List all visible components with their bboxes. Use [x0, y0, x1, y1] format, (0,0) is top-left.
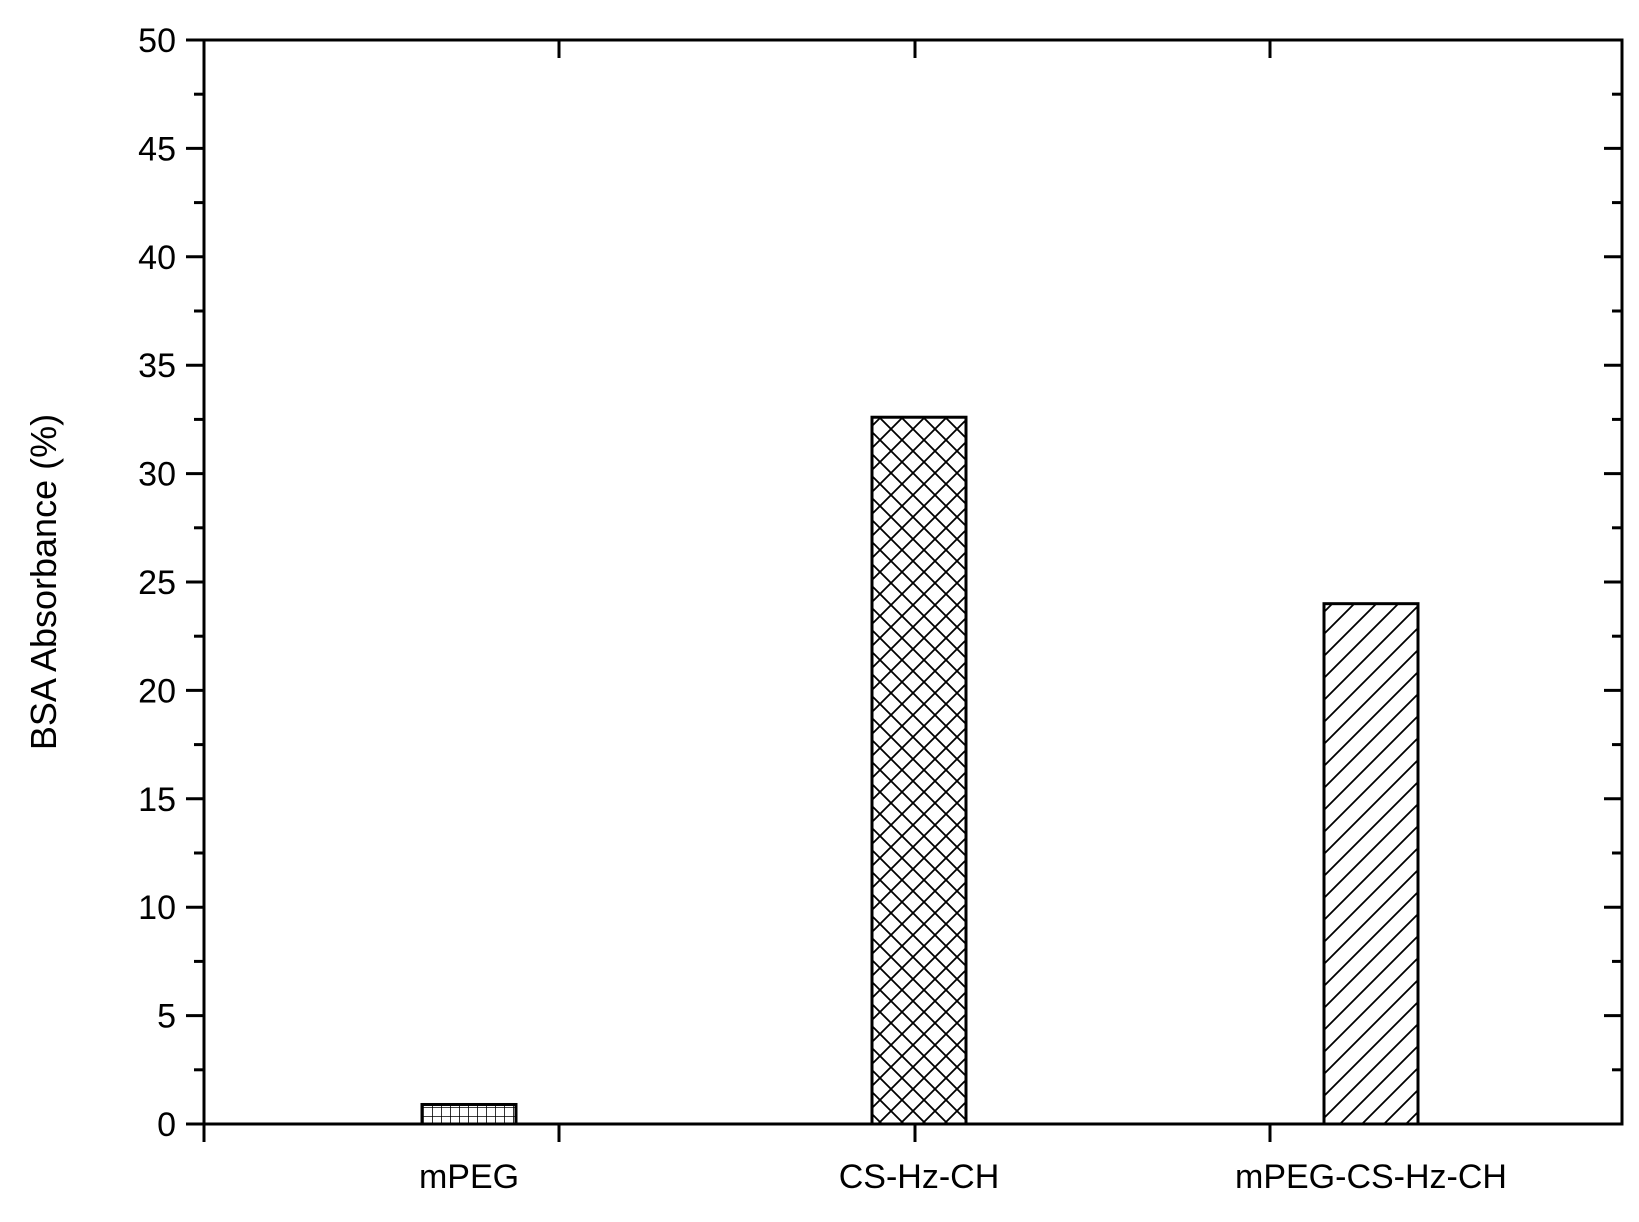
y-tick-label: 0: [157, 1106, 176, 1144]
x-axis-ticks: [202, 40, 1272, 1142]
bar-cs-hz-ch: [870, 415, 968, 1126]
y-tick-label: 50: [138, 22, 176, 60]
y-tick-label: 5: [157, 998, 176, 1036]
x-tick-label: CS-Hz-CH: [839, 1158, 1000, 1196]
y-tick-label: 30: [138, 456, 176, 494]
y-tick-label: 10: [138, 889, 176, 927]
y-tick-label: 20: [138, 672, 176, 710]
x-tick-label: mPEG-CS-Hz-CH: [1235, 1158, 1507, 1196]
y-tick-label: 35: [138, 347, 176, 385]
bar-mpeg: [420, 1102, 518, 1126]
bar-mpeg-cs-hz-ch: [1322, 602, 1420, 1126]
y-tick-label: 40: [138, 239, 176, 277]
y-tick-label: 15: [138, 781, 176, 819]
x-axis-tick-labels: mPEG CS-Hz-CH mPEG-CS-Hz-CH: [419, 1158, 1507, 1196]
y-axis-ticks: [186, 38, 1622, 1126]
y-tick-label: 45: [138, 130, 176, 168]
y-axis-title: BSA Absorbance (%): [23, 414, 64, 750]
y-axis-tick-labels: 0 5 10 15 20 25 30 35 40 45 50: [138, 22, 176, 1144]
bars: [420, 415, 1420, 1126]
x-tick-label: mPEG: [419, 1158, 519, 1196]
y-tick-label: 25: [138, 564, 176, 602]
